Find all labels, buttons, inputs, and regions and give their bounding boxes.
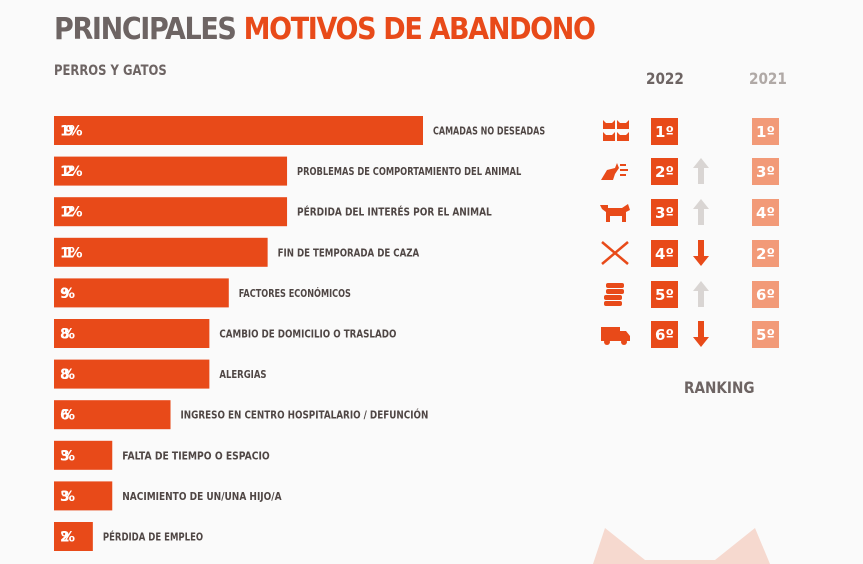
bar-11 bbox=[54, 522, 93, 551]
bar-5 bbox=[54, 278, 229, 308]
dog-icon bbox=[598, 199, 632, 225]
bar-category-label: INGRESO EN CENTRO HOSPITALARIO / DEFUNCI… bbox=[181, 409, 429, 422]
bar-value-label: 11% bbox=[60, 245, 83, 261]
bar-value-label: 8% bbox=[60, 367, 75, 383]
bar-9 bbox=[54, 440, 113, 470]
bar-category-label: CAMBIO DE DOMICILIO O TRASLADO bbox=[219, 328, 396, 341]
arrow-up-icon bbox=[692, 198, 710, 226]
bar-category-label: FIN DE TEMPORADA DE CAZA bbox=[278, 246, 420, 259]
truck-icon bbox=[598, 321, 632, 347]
bar-8 bbox=[54, 400, 171, 430]
rank-2021: 1º bbox=[752, 118, 779, 145]
rank-2021: 6º bbox=[752, 281, 779, 308]
cats-icon bbox=[598, 118, 632, 144]
bar-3 bbox=[54, 197, 288, 227]
title-part-1: PRINCIPALES bbox=[54, 12, 237, 47]
dog-barking-icon bbox=[598, 158, 632, 184]
rank-2021: 4º bbox=[752, 199, 779, 226]
ranking-label: RANKING bbox=[684, 378, 755, 397]
shotgun-icon bbox=[598, 240, 632, 266]
arrow-down-icon bbox=[692, 320, 710, 348]
bar-10 bbox=[54, 481, 113, 511]
bar-category-label: PÉRDIDA DE EMPLEO bbox=[103, 531, 203, 544]
rank-2022: 3º bbox=[651, 199, 678, 226]
rank-2022: 1º bbox=[651, 118, 678, 145]
title-part-2: MOTIVOS DE ABANDONO bbox=[243, 12, 596, 47]
bar-1 bbox=[54, 116, 423, 145]
bar-value-label: 2% bbox=[60, 530, 75, 546]
bar-value-label: 19% bbox=[60, 124, 83, 140]
rank-2021: 2º bbox=[752, 240, 779, 267]
bar-value-label: 3% bbox=[60, 448, 75, 464]
chart-subtitle: PERROS Y GATOS bbox=[54, 63, 167, 79]
bar-value-label: 9% bbox=[60, 286, 75, 302]
bar-value-label: 6% bbox=[60, 408, 75, 424]
bar-value-label: 12% bbox=[60, 164, 83, 180]
arrow-up-icon bbox=[692, 280, 710, 308]
bar-2 bbox=[54, 156, 288, 186]
rank-2022: 4º bbox=[651, 240, 678, 267]
arrow-up-icon bbox=[692, 157, 710, 185]
bar-category-label: PROBLEMAS DE COMPORTAMIENTO DEL ANIMAL bbox=[297, 165, 521, 178]
bar-category-label: NACIMIENTO DE UN/UNA HIJO/A bbox=[122, 490, 282, 503]
cat-ears-decoration bbox=[593, 528, 770, 564]
bar-value-label: 12% bbox=[60, 205, 83, 221]
bar-value-label: 3% bbox=[60, 489, 75, 505]
year-2021-header: 2021 bbox=[749, 69, 787, 88]
year-2022-header: 2022 bbox=[646, 69, 684, 88]
rank-2021: 5º bbox=[752, 321, 779, 348]
rank-2021: 3º bbox=[752, 158, 779, 185]
page-title: PRINCIPALES MOTIVOS DE ABANDONO bbox=[54, 12, 596, 47]
coins-icon bbox=[598, 281, 632, 307]
arrow-down-icon bbox=[692, 239, 710, 267]
bar-category-label: FALTA DE TIEMPO O ESPACIO bbox=[122, 449, 270, 462]
bar-4 bbox=[54, 237, 268, 267]
bar-value-label: 8% bbox=[60, 327, 75, 343]
rank-2022: 5º bbox=[651, 281, 678, 308]
rank-2022: 2º bbox=[651, 158, 678, 185]
bar-category-label: FACTORES ECONÓMICOS bbox=[239, 287, 351, 300]
bar-category-label: ALERGIAS bbox=[219, 368, 266, 381]
bar-7 bbox=[54, 359, 210, 389]
bar-6 bbox=[54, 319, 210, 348]
bar-category-label: PÉRDIDA DEL INTERÉS POR EL ANIMAL bbox=[297, 206, 492, 219]
rank-2022: 6º bbox=[651, 321, 678, 348]
bar-category-label: CAMADAS NO DESEADAS bbox=[433, 125, 545, 138]
